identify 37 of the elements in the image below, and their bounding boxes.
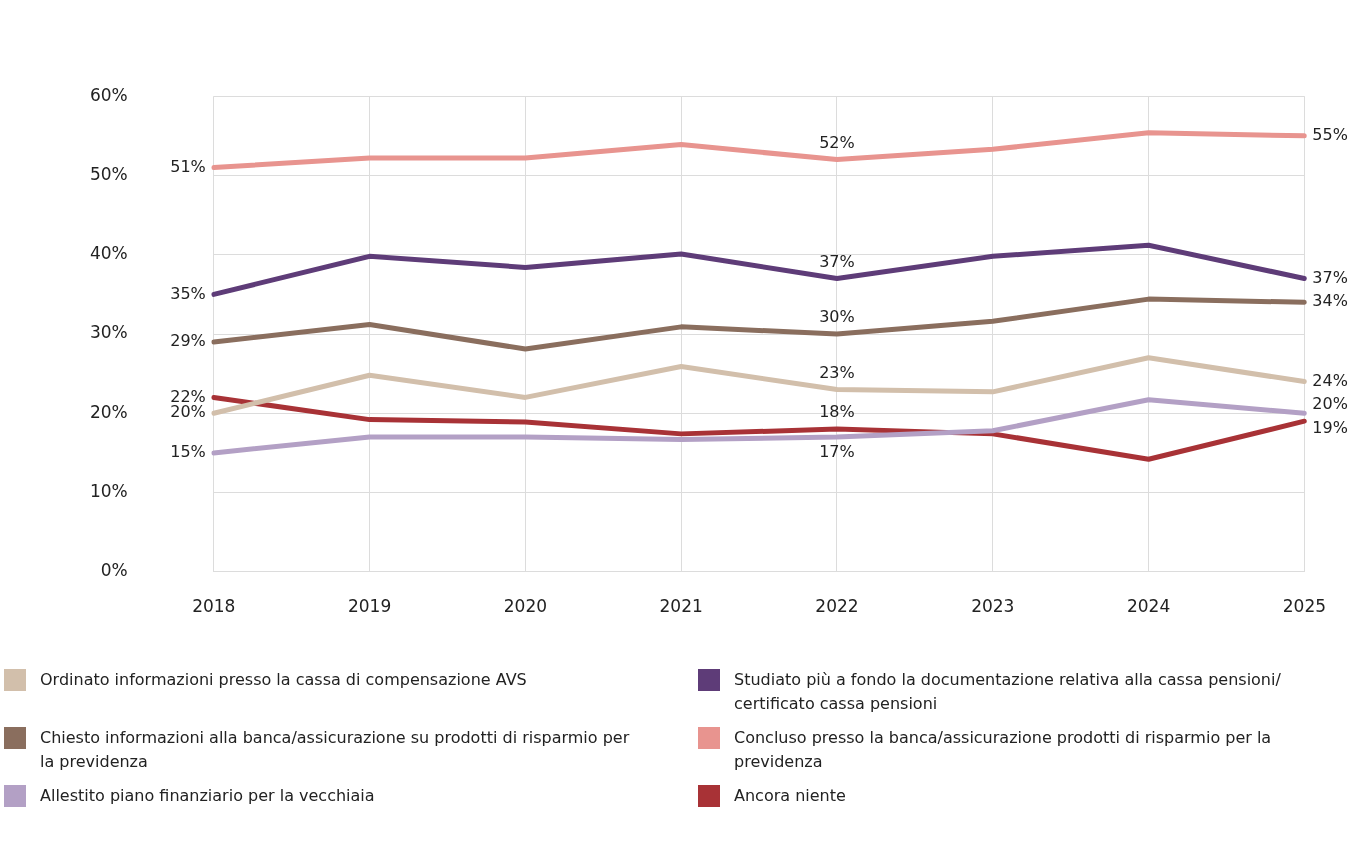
x-tick-label: 2020	[503, 596, 548, 617]
data-label: 37%	[1312, 267, 1348, 287]
data-label: 18%	[819, 402, 855, 422]
data-label: 35%	[170, 283, 206, 303]
y-tick-label: 10%	[89, 480, 128, 501]
data-label: 34%	[1312, 291, 1348, 311]
legend-label: Ordinato informazioni presso la cassa di compensazione AVS	[40, 669, 527, 691]
x-tick-label: 2018	[192, 596, 236, 617]
x-tick-label: 2021	[659, 596, 703, 617]
y-tick-label: 50%	[89, 163, 128, 184]
legend-label: Ancora niente	[734, 785, 846, 807]
x-tick-label: 2023	[971, 596, 1015, 617]
data-label: 29%	[170, 331, 206, 351]
legend-label: Allestito piano finanziario per la vecchiaia	[40, 785, 375, 807]
legend-label: Concluso presso la banca/assicurazione prodotti di risparmio per la previdenza	[734, 727, 1273, 773]
y-tick-label: 60%	[89, 84, 128, 105]
data-label: 20%	[1312, 394, 1348, 414]
data-label: 30%	[819, 307, 855, 327]
data-label: 23%	[819, 362, 855, 382]
data-label: 17%	[819, 442, 855, 462]
x-tick-label: 2019	[347, 596, 392, 617]
y-tick-label: 30%	[89, 322, 128, 343]
data-label: 15%	[170, 442, 206, 462]
data-label: 19%	[1312, 418, 1348, 438]
y-tick-label: 20%	[89, 401, 128, 422]
data-label: 52%	[819, 132, 855, 152]
x-tick-label: 2025	[1282, 596, 1326, 617]
legend-label: Chiesto informazioni alla banca/assicurazione su prodotti di risparmio per la previdenza	[40, 727, 630, 773]
x-tick-label: 2022	[815, 596, 859, 617]
data-label: 37%	[819, 251, 855, 271]
data-label: 24%	[1312, 370, 1348, 390]
y-tick-label: 40%	[89, 243, 128, 264]
y-tick-label: 0%	[100, 560, 128, 581]
legend-label: Studiato più a fondo la documentazione relativa alla cassa pensioni/ certificato cassa pensioni	[734, 669, 1282, 715]
data-label: 55%	[1312, 124, 1348, 144]
data-label: 51%	[170, 156, 206, 176]
x-tick-label: 2024	[1126, 596, 1171, 617]
